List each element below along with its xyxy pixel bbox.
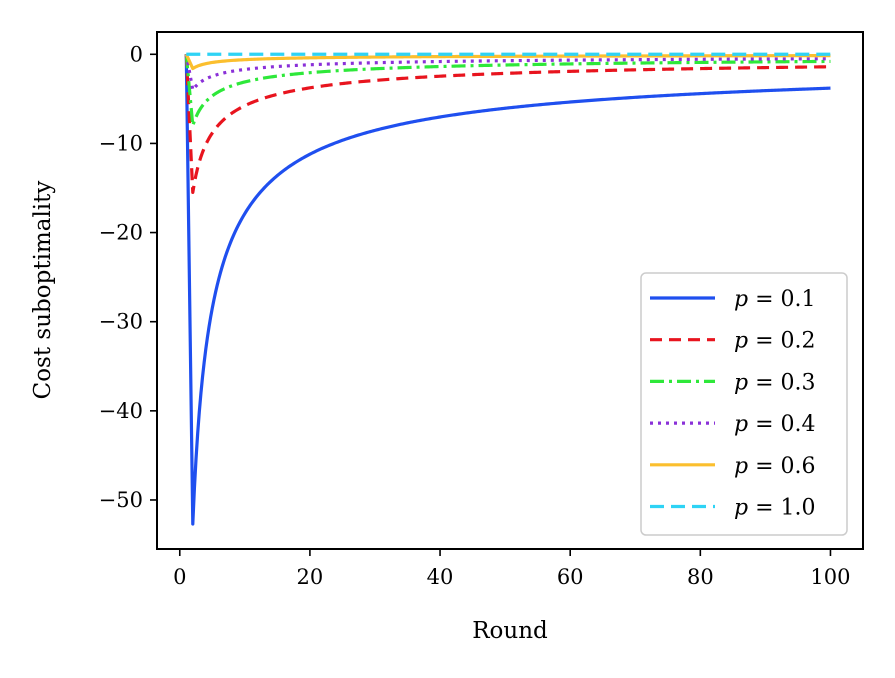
x-tick-label: 0 bbox=[173, 565, 186, 589]
y-tick-label: −50 bbox=[99, 488, 143, 512]
legend-entry: p = 0.6 bbox=[734, 454, 816, 479]
y-tick-label: −30 bbox=[99, 310, 143, 334]
legend-entry: p = 0.1 bbox=[734, 287, 816, 312]
y-tick-label: −20 bbox=[99, 221, 143, 245]
x-tick-label: 80 bbox=[687, 565, 714, 589]
series-line-3 bbox=[184, 54, 831, 128]
legend-entry: p = 0.3 bbox=[734, 370, 816, 395]
x-tick-label: 20 bbox=[297, 565, 324, 589]
y-tick-label: −10 bbox=[99, 131, 143, 155]
series-layer bbox=[184, 52, 831, 526]
x-tick-label: 40 bbox=[427, 565, 454, 589]
y-tick-label: 0 bbox=[130, 42, 143, 66]
legend-entry: p = 0.2 bbox=[734, 329, 816, 354]
series-line-4 bbox=[184, 53, 831, 92]
legend-entry: p = 0.4 bbox=[734, 412, 816, 437]
legend: p = 0.1 p = 0.2 p = 0.3 p = 0.4 p = 0.6 p = 1… bbox=[640, 272, 848, 536]
series-line-2 bbox=[184, 54, 831, 195]
y-axis: 0 −10 −20 −30 −40 −50 bbox=[99, 42, 157, 512]
plot-frame bbox=[156, 31, 864, 550]
series-line-1 bbox=[184, 54, 831, 526]
y-tick-label: −40 bbox=[99, 399, 143, 423]
y-axis-label: Cost suboptimality bbox=[30, 181, 56, 400]
x-axis-label: Round bbox=[472, 618, 548, 644]
x-tick-label: 60 bbox=[557, 565, 584, 589]
legend-entry: p = 1.0 bbox=[734, 496, 816, 521]
x-axis: 0 20 40 60 80 100 bbox=[173, 549, 851, 589]
x-tick-label: 100 bbox=[810, 565, 850, 589]
